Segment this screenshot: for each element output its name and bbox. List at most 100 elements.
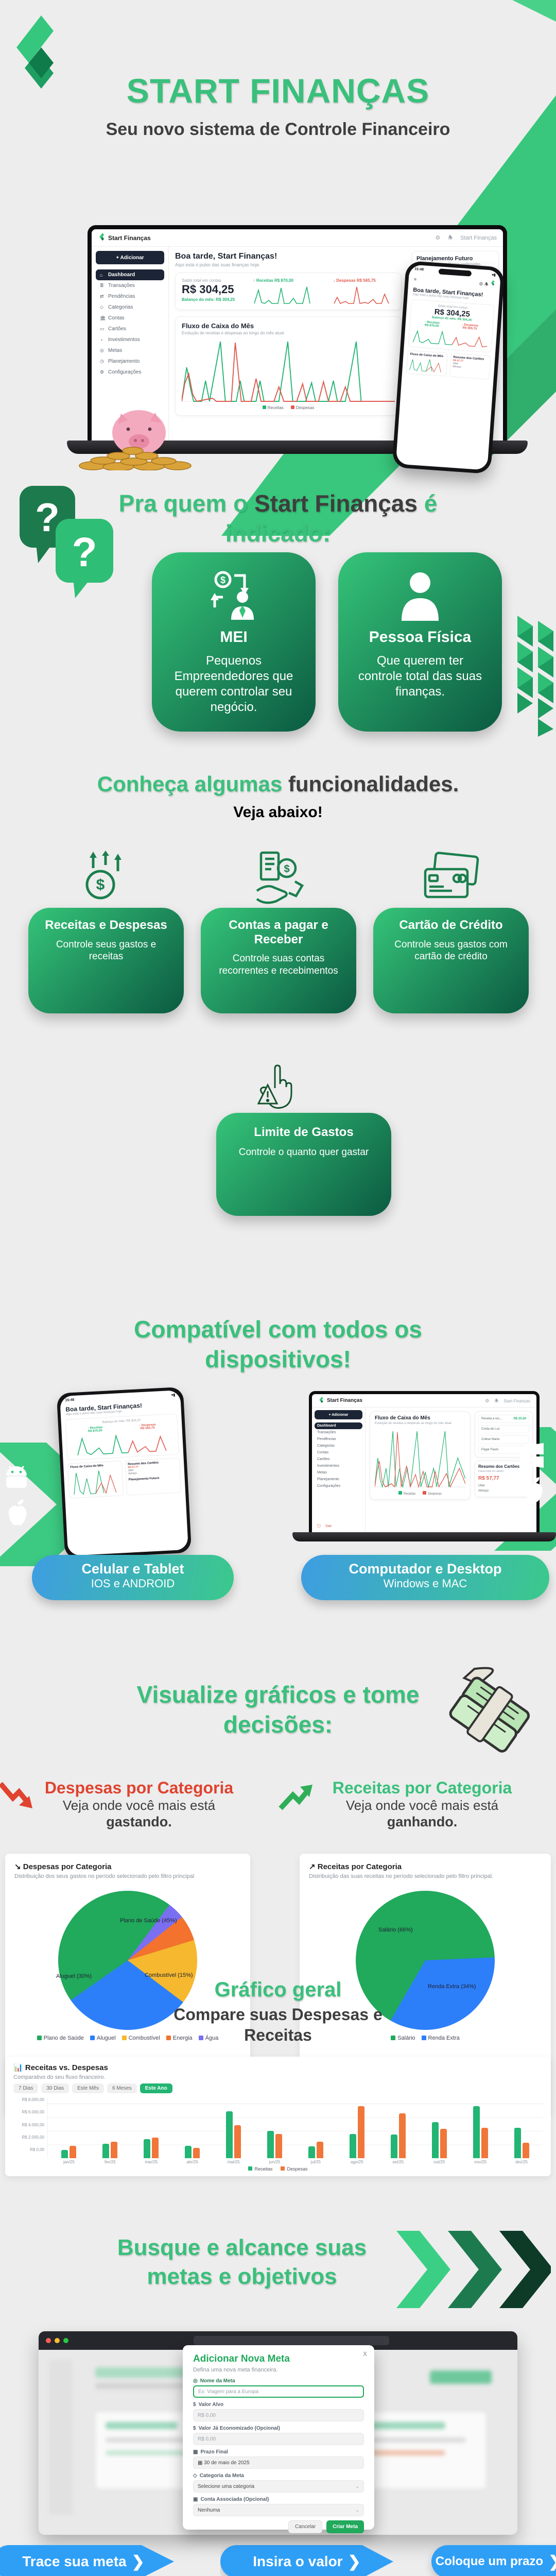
categoria-select[interactable]: Selecione uma categoria ⌄ bbox=[193, 2480, 364, 2493]
credit-cards-icon bbox=[424, 852, 479, 899]
android-icon bbox=[6, 1466, 27, 1488]
hero-phone-mockup: 15:48 ▾▮ ≡ ⚙ 🕭 Boa tarde, Start Finanças! … bbox=[392, 260, 505, 474]
sidebar-item[interactable]: Transações bbox=[317, 1431, 336, 1434]
calendar-icon: ◷ bbox=[100, 359, 104, 364]
bar-group-abr/25: abr/25 bbox=[175, 2104, 211, 2164]
close-traffic-light[interactable] bbox=[46, 2338, 51, 2343]
card-mei-title: MEI bbox=[220, 629, 248, 646]
tag-icon: ◇ bbox=[100, 304, 103, 310]
despesas-pie-legend: Plano de Saúde Aluguel Combustível Energia Á… bbox=[14, 2035, 241, 2041]
bar-group-jun/25: jun/25 bbox=[257, 2104, 293, 2164]
menu-icon[interactable]: ≡ bbox=[413, 276, 417, 282]
devices-laptop-mockup: Start Finanças ⚙ 🕭 Start Finanças + Adicio… bbox=[309, 1391, 540, 1533]
legend-despesas: Despesas bbox=[281, 2166, 308, 2172]
sidebar-item[interactable]: Investimentos bbox=[317, 1464, 340, 1468]
sidebar-item-pendencias[interactable]: ⇄ Pendências bbox=[100, 294, 135, 299]
x-tick: jan/25 bbox=[63, 2160, 75, 2164]
bar-despesas-jul/25 bbox=[316, 2141, 323, 2158]
card-mei-text: Pequenos Empreendedores que querem contr… bbox=[174, 654, 293, 714]
pill-celular-tablet[interactable]: Celular e Tablet IOS e ANDROID bbox=[32, 1555, 234, 1600]
sidebar-item[interactable]: Cartões bbox=[317, 1458, 330, 1461]
valor-economizado-input[interactable] bbox=[193, 2433, 364, 2445]
green-up-arrow-icon bbox=[279, 1785, 312, 1810]
filter-7-dias[interactable]: 7 Dias bbox=[13, 2083, 39, 2093]
add-button[interactable]: + Adicionar bbox=[96, 251, 164, 264]
sidebar-item-dashboard[interactable]: Dashboard bbox=[315, 1422, 362, 1429]
nome-meta-input[interactable] bbox=[193, 2385, 364, 2398]
filter-este-ano[interactable]: Este Ano bbox=[140, 2083, 172, 2093]
despesas-label: Despesas bbox=[336, 278, 356, 283]
sidebar-item-metas[interactable]: ◎ Metas bbox=[100, 348, 123, 353]
legend-item: Água bbox=[198, 2035, 218, 2041]
legend-item: Aluguel bbox=[90, 2035, 116, 2041]
modal-title: Adicionar Nova Meta bbox=[193, 2353, 290, 2364]
x-tick: mai/25 bbox=[227, 2160, 240, 2164]
bell-icon[interactable]: 🕭 bbox=[484, 281, 489, 287]
pill-trace-meta[interactable]: Trace sua meta ❯ bbox=[0, 2545, 174, 2576]
prazo-final-input[interactable]: ▦ 30 de maio de 2025 bbox=[193, 2456, 364, 2469]
pie-card-title: ↗ Receitas por Categoria bbox=[309, 1862, 402, 1871]
filter-30-dias[interactable]: 30 Dias bbox=[41, 2083, 70, 2093]
sidebar-item-sair[interactable]: ⎋ Sair bbox=[317, 1523, 332, 1529]
gear-icon: ⚙ bbox=[100, 369, 105, 375]
pill-coloque-prazo[interactable]: Coloque um prazo❯ bbox=[431, 2545, 556, 2576]
bar-group-jul/25: jul/25 bbox=[298, 2104, 334, 2164]
sidebar-item[interactable]: Planejamento bbox=[317, 1478, 339, 1481]
gear-icon[interactable]: ⚙ bbox=[435, 234, 441, 241]
field-label: ▣ Conta Associada (Opcional) bbox=[193, 2497, 269, 2502]
sidebar-item-contas[interactable]: 🏛 Contas bbox=[100, 315, 125, 321]
phone-fluxo-mini: Fluxo de Caixa do Mês bbox=[406, 350, 448, 377]
conta-select[interactable]: Nenhuma ⌄ bbox=[193, 2504, 364, 2516]
despesas-categoria-header: Despesas por Categoria Veja onde você ma… bbox=[0, 1778, 260, 1831]
bar-group-nov/25: nov/25 bbox=[462, 2104, 498, 2164]
hero-subtitle: Seu novo sistema de Controle Financeiro bbox=[106, 120, 450, 139]
despesas-pie-chart bbox=[58, 1891, 197, 2030]
chevron-right-icon: ❯ bbox=[131, 2553, 145, 2570]
sidebar-item-categorias[interactable]: ◇ Categorias bbox=[100, 304, 133, 310]
x-tick: nov/25 bbox=[474, 2160, 487, 2164]
sidebar-item[interactable]: Categorias bbox=[317, 1444, 335, 1448]
bar-group-fev/25: fev/25 bbox=[92, 2104, 128, 2164]
gear-icon[interactable]: ⚙ bbox=[478, 281, 483, 287]
saldo-card: Saldo total em contas R$ 304,25 Balanço … bbox=[175, 273, 402, 310]
sidebar-item-transacoes[interactable]: ≣ Transações bbox=[100, 283, 135, 289]
phone-resumo-mini: Resumo dos Cartões R$ 57,77 Uber Almoço bbox=[449, 353, 491, 380]
filter-6-meses[interactable]: 6 Meses bbox=[107, 2083, 137, 2093]
valor-alvo-input[interactable] bbox=[193, 2409, 364, 2421]
svg-text:$: $ bbox=[284, 863, 289, 875]
minimize-traffic-light[interactable] bbox=[55, 2338, 60, 2343]
pill-computador-desktop[interactable]: Computador e Desktop Windows e MAC bbox=[301, 1555, 549, 1600]
bar-despesas-mai/25 bbox=[234, 2125, 241, 2158]
phone-status-icons: ▾▮ bbox=[171, 1393, 176, 1397]
filter-este-mês[interactable]: Este Mês bbox=[72, 2083, 104, 2093]
bar-receitas-jun/25 bbox=[267, 2131, 274, 2158]
sidebar-item-dashboard[interactable]: ⌂ Dashboard bbox=[96, 269, 164, 280]
sidebar-item-cartoes[interactable]: ▭ Cartões bbox=[100, 326, 127, 332]
sidebar-item[interactable]: Configurações bbox=[317, 1484, 341, 1488]
bills-hand-icon: $ bbox=[256, 851, 304, 904]
add-button[interactable]: + Adicionar bbox=[315, 1410, 362, 1419]
maximize-traffic-light[interactable] bbox=[63, 2338, 68, 2343]
card-receitas-despesas: Receitas e Despesas Controle seus gastos… bbox=[28, 908, 184, 1013]
bar-receitas-out/25 bbox=[431, 2122, 439, 2158]
sidebar-item-planejamento[interactable]: ◷ Planejamento bbox=[100, 359, 140, 364]
sidebar-item[interactable]: Contas bbox=[317, 1451, 329, 1454]
cancel-button[interactable]: Cancelar bbox=[288, 2520, 323, 2533]
pill-insira-valor[interactable]: Insira o valor ❯ bbox=[220, 2545, 393, 2576]
sidebar-item[interactable]: Metas bbox=[317, 1471, 327, 1475]
legend-item: Salário bbox=[391, 2035, 415, 2041]
sidebar-item-configuracoes[interactable]: ⚙ Configurações bbox=[100, 369, 142, 375]
modal-subtitle: Defina uma nova meta financeira. bbox=[193, 2367, 278, 2373]
svg-text:$: $ bbox=[96, 876, 105, 893]
bell-icon[interactable]: 🕭 bbox=[447, 234, 453, 241]
legend-receitas: Receitas bbox=[248, 2166, 272, 2172]
bar-filters: 7 Dias 30 Dias Este Mês 6 Meses Este Ano bbox=[13, 2083, 543, 2093]
list-icon: ≣ bbox=[100, 283, 104, 288]
sidebar-item[interactable]: Pendências bbox=[317, 1437, 336, 1441]
app-sidebar: + Adicionar ⌂ Dashboard ≣ Transações ⇄ Pend… bbox=[92, 247, 169, 442]
fluxo-legend-receitas: Receitas bbox=[262, 405, 284, 410]
close-icon[interactable]: X bbox=[362, 2350, 367, 2358]
sidebar-item-investimentos[interactable]: ◔ Investimentos bbox=[100, 337, 140, 343]
x-tick: mar/25 bbox=[145, 2160, 158, 2164]
criar-meta-button[interactable]: Criar Meta bbox=[326, 2520, 364, 2533]
